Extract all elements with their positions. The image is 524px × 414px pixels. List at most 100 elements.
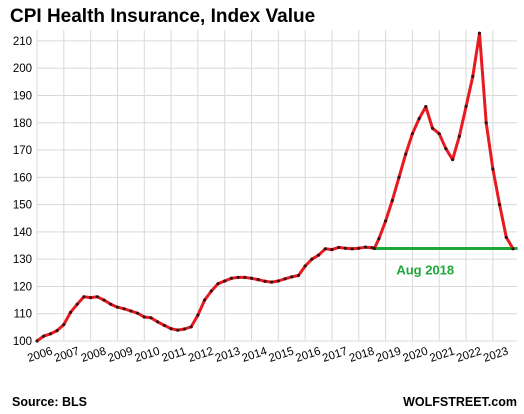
data-point	[129, 309, 133, 313]
y-tick-label: 130	[13, 254, 32, 266]
data-point	[142, 315, 146, 319]
data-point	[236, 275, 240, 280]
data-point	[48, 332, 53, 336]
y-tick-label: 110	[14, 309, 32, 321]
data-point	[115, 305, 120, 309]
data-point	[283, 277, 287, 281]
data-point	[357, 246, 361, 250]
data-point	[135, 311, 140, 315]
data-point	[437, 132, 441, 136]
x-tick-label: 2007	[53, 345, 81, 364]
data-point	[196, 313, 200, 317]
data-point	[350, 247, 354, 251]
data-point	[290, 275, 294, 279]
data-point	[410, 132, 415, 136]
data-point	[156, 320, 160, 324]
data-point	[216, 282, 220, 286]
data-point	[323, 247, 327, 251]
y-tick-label: 150	[13, 200, 32, 212]
data-point	[330, 248, 334, 252]
source-note: Source: BLS	[12, 395, 87, 409]
x-tick-label: 2020	[401, 345, 429, 364]
data-point	[384, 219, 388, 223]
data-point	[424, 105, 428, 109]
data-point	[122, 307, 126, 311]
y-tick-label: 210	[13, 36, 32, 48]
data-point	[343, 246, 347, 250]
data-point	[372, 246, 376, 251]
y-tick-label: 190	[13, 90, 32, 102]
x-tick-label: 2014	[241, 345, 270, 365]
data-point	[256, 278, 260, 282]
x-tick-label: 2009	[106, 345, 134, 364]
x-tick-label: 2012	[187, 345, 215, 364]
x-tick-label: 2023	[482, 345, 510, 364]
x-tick-label: 2022	[455, 345, 483, 364]
x-tick-label: 2013	[214, 345, 242, 364]
gridlines	[36, 30, 517, 342]
data-point	[363, 245, 368, 249]
x-tick-label: 2008	[80, 345, 108, 364]
data-point	[390, 198, 394, 203]
data-point	[95, 295, 99, 299]
data-point	[444, 147, 448, 151]
data-point	[316, 253, 321, 257]
data-point	[82, 295, 86, 299]
data-point	[430, 126, 435, 130]
data-point	[276, 279, 280, 283]
data-point	[484, 121, 488, 125]
data-point	[229, 276, 234, 280]
x-tick-label: 2011	[161, 346, 188, 365]
data-point	[511, 247, 515, 251]
data-point	[55, 329, 59, 333]
watermark: WOLFSTREET.com	[403, 395, 517, 409]
y-tick-label: 140	[13, 227, 32, 239]
data-point	[296, 273, 301, 278]
x-tick-label: 2010	[133, 345, 161, 364]
data-points	[35, 31, 515, 343]
data-point	[471, 74, 475, 78]
data-point	[62, 323, 66, 327]
series-line-health-insurance-index	[36, 31, 515, 343]
y-axis-tick-labels: 100 110 120 130 140 150 160 170 180 190 200 210	[13, 36, 32, 348]
data-point	[270, 280, 274, 284]
data-point	[75, 302, 79, 306]
data-point	[303, 264, 307, 268]
data-point	[263, 279, 267, 283]
data-point	[109, 302, 113, 306]
y-tick-label: 120	[13, 281, 32, 293]
y-tick-label: 180	[13, 118, 32, 130]
data-point	[337, 245, 341, 250]
data-point	[223, 279, 227, 283]
x-tick-label: 2021	[428, 345, 456, 364]
data-point	[42, 334, 46, 338]
data-point	[162, 323, 166, 328]
data-point	[89, 296, 93, 300]
data-point	[176, 328, 180, 332]
data-point	[149, 316, 153, 320]
y-tick-label: 160	[13, 172, 32, 184]
x-tick-label: 2017	[321, 345, 349, 364]
data-point	[249, 276, 254, 280]
data-point	[35, 339, 39, 343]
data-point	[417, 117, 421, 121]
data-point	[182, 327, 187, 331]
data-point	[243, 275, 247, 280]
data-point	[189, 325, 193, 329]
data-point	[464, 104, 468, 108]
chart-title: CPI Health Insurance, Index Value	[10, 6, 315, 27]
data-point	[497, 202, 502, 207]
data-point	[68, 310, 73, 314]
data-point	[169, 327, 173, 331]
y-tick-label: 200	[13, 63, 32, 75]
x-tick-label: 2015	[267, 345, 295, 364]
data-point	[491, 167, 495, 171]
data-point	[397, 175, 401, 179]
data-point	[102, 298, 106, 302]
x-tick-label: 2016	[294, 345, 322, 364]
data-point	[404, 152, 408, 156]
reference-line-label: Aug 2018	[396, 263, 454, 278]
x-tick-label: 2019	[375, 345, 403, 364]
